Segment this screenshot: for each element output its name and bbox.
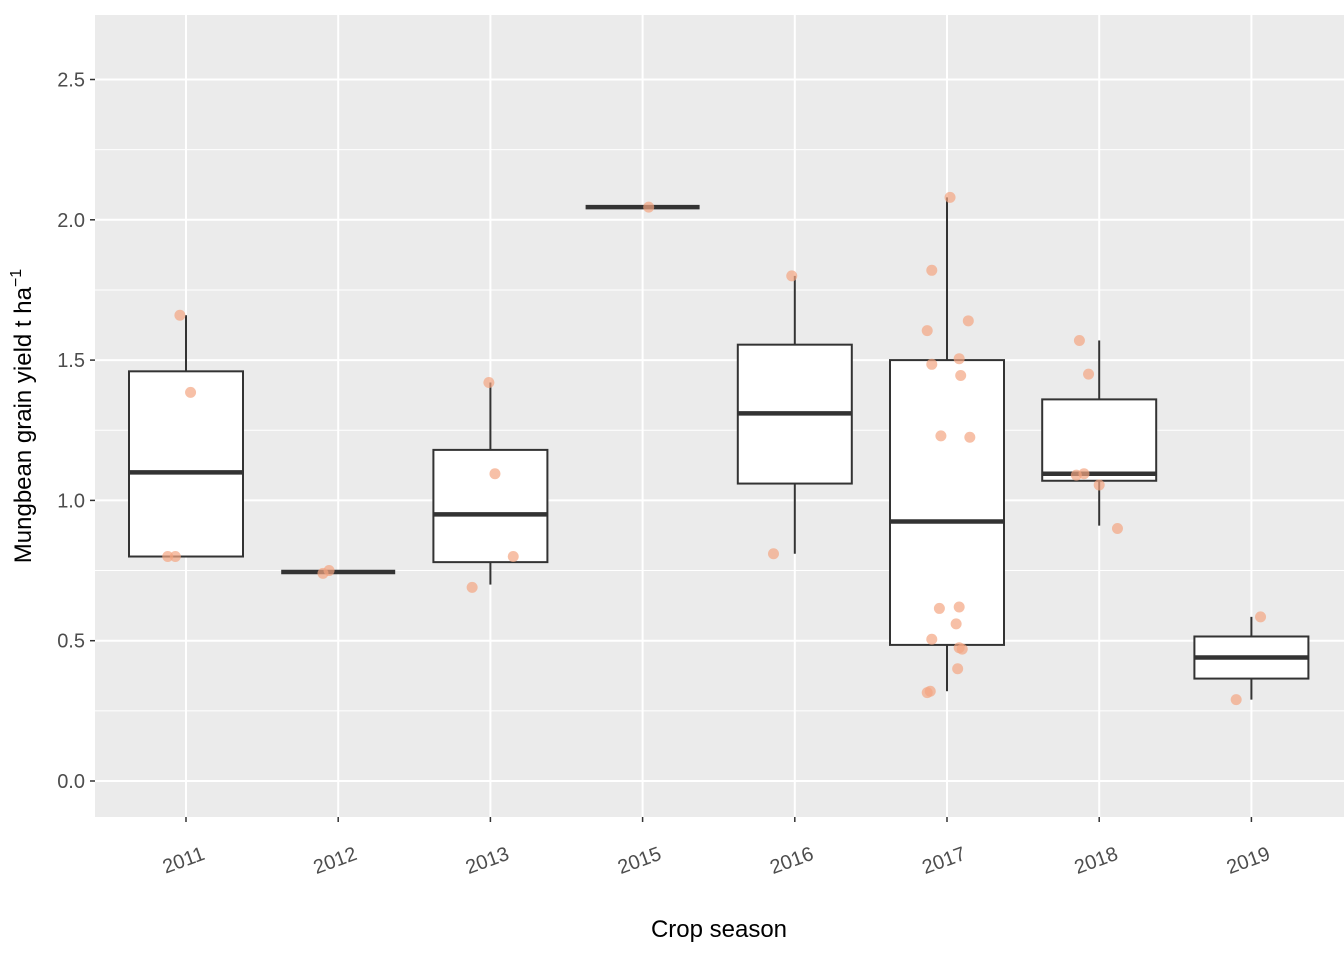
data-point <box>926 633 938 645</box>
data-point <box>935 430 947 442</box>
x-axis-title: Crop season <box>651 916 787 943</box>
data-point <box>1083 368 1095 380</box>
data-point <box>185 386 197 398</box>
box-iqr <box>1041 398 1158 482</box>
y-axis-title-main: Mungbean grain yield t ha <box>10 286 37 563</box>
data-point <box>1078 468 1090 480</box>
data-point <box>953 642 965 654</box>
box-iqr <box>889 359 1005 646</box>
data-point <box>964 431 976 443</box>
data-point <box>483 377 495 389</box>
data-point <box>944 191 956 203</box>
x-tick-label: 2016 <box>767 843 816 879</box>
data-point <box>1093 479 1105 491</box>
data-point <box>955 370 967 382</box>
y-axis-title-superscript: −1 <box>8 269 25 287</box>
y-tick-label: 2.5 <box>57 70 85 92</box>
data-point <box>786 270 798 282</box>
y-tick-label: 0.0 <box>57 771 85 793</box>
y-tick-label: 1.0 <box>57 490 85 512</box>
y-axis-title: Mungbean grain yield t ha−1 <box>8 269 37 564</box>
x-tick-label: 2011 <box>160 843 208 878</box>
data-point <box>952 663 964 675</box>
data-point <box>767 548 779 560</box>
data-point <box>643 201 655 213</box>
box-iqr <box>432 448 549 564</box>
data-point <box>174 309 186 321</box>
data-point <box>953 601 965 613</box>
box-iqr <box>128 370 244 558</box>
points-layer <box>162 191 1267 706</box>
data-point <box>933 602 945 614</box>
data-point <box>323 565 335 577</box>
x-tick-label: 2017 <box>919 843 968 879</box>
boxes-layer <box>128 197 1310 700</box>
data-point <box>962 315 974 327</box>
data-point <box>466 581 478 593</box>
x-tick-label: 2018 <box>1072 843 1121 879</box>
data-point <box>1255 611 1267 623</box>
data-point <box>507 551 519 563</box>
data-point <box>1111 522 1123 534</box>
data-point <box>926 264 938 276</box>
data-point <box>1230 694 1242 706</box>
data-point <box>924 685 936 697</box>
x-tick-label: 2019 <box>1224 843 1273 879</box>
x-tick-label: 2015 <box>615 843 664 879</box>
data-point <box>921 325 933 337</box>
y-tick-label: 0.5 <box>57 631 85 653</box>
y-tick-label: 1.5 <box>57 350 85 372</box>
x-tick-label: 2013 <box>463 843 512 879</box>
data-point <box>169 551 181 563</box>
data-point <box>950 618 962 630</box>
data-point <box>489 468 501 480</box>
x-tick-label: 2012 <box>311 843 360 879</box>
data-point <box>162 551 174 563</box>
data-point <box>926 358 938 370</box>
data-point <box>1073 334 1085 346</box>
data-point <box>953 353 965 365</box>
y-tick-label: 2.0 <box>57 210 85 232</box>
